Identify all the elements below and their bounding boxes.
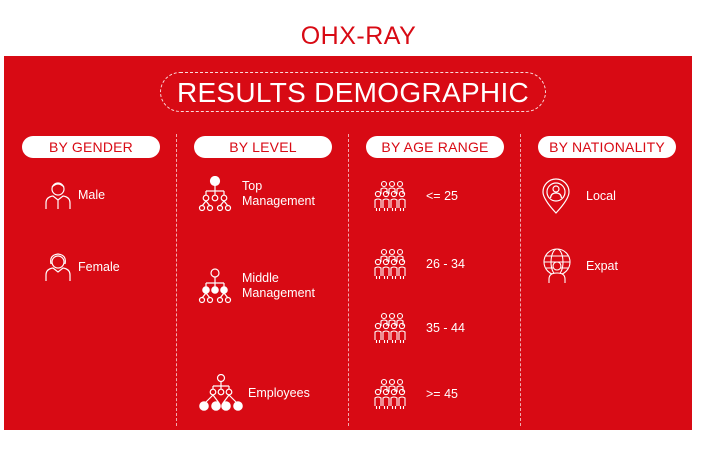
level-label-line2: Management — [242, 286, 315, 300]
people-group-icon — [372, 248, 412, 280]
age-label-over-45: >= 45 — [426, 386, 458, 401]
level-label-line1: Top — [242, 179, 263, 193]
level-item-middle-management: Middle Management — [198, 268, 315, 304]
demographics-panel: RESULTS DEMOGRAPHIC BY GENDER Male Femal… — [4, 56, 692, 430]
org-chart-top-icon — [198, 176, 232, 212]
age-item-over-45: >= 45 — [372, 378, 458, 410]
column-divider — [176, 134, 177, 426]
level-item-employees: Employees — [198, 374, 310, 412]
brand-logo-text: OHX-RAY — [300, 22, 417, 50]
age-item-35-44: 35 - 44 — [372, 312, 465, 344]
female-person-icon — [44, 252, 72, 282]
level-label-line2: Management — [242, 194, 315, 208]
header-by-gender: BY GENDER — [22, 136, 160, 158]
header-by-age-range: BY AGE RANGE — [366, 136, 504, 158]
age-label-35-44: 35 - 44 — [426, 320, 465, 335]
column-divider — [520, 134, 521, 426]
org-chart-bottom-icon — [198, 374, 244, 412]
results-title: RESULTS DEMOGRAPHIC — [160, 72, 546, 112]
nationality-item-local: Local — [540, 178, 616, 214]
people-group-icon — [372, 180, 412, 212]
location-person-icon — [540, 178, 572, 214]
gender-label-female: Female — [78, 259, 120, 274]
level-label-line1: Middle — [242, 271, 279, 285]
header-by-level: BY LEVEL — [194, 136, 332, 158]
globe-person-icon — [540, 248, 574, 284]
level-item-top-management: Top Management — [198, 176, 315, 212]
gender-item-female: Female — [44, 252, 120, 282]
header-by-nationality: BY NATIONALITY — [538, 136, 676, 158]
people-group-icon — [372, 378, 412, 410]
people-group-icon — [372, 312, 412, 344]
org-chart-middle-icon — [198, 268, 232, 304]
level-label-employees: Employees — [248, 385, 310, 400]
gender-item-male: Male — [44, 180, 105, 210]
nationality-label-local: Local — [586, 188, 616, 203]
level-label-middle-management: Middle Management — [242, 271, 315, 301]
age-item-under-25: <= 25 — [372, 180, 458, 212]
nationality-label-expat: Expat — [586, 258, 618, 273]
level-label-top-management: Top Management — [242, 179, 315, 209]
gender-label-male: Male — [78, 187, 106, 202]
age-item-26-34: 26 - 34 — [372, 248, 465, 280]
male-person-icon — [44, 180, 72, 210]
age-label-26-34: 26 - 34 — [426, 256, 465, 271]
nationality-item-expat: Expat — [540, 248, 618, 284]
column-divider — [348, 134, 349, 426]
age-label-under-25: <= 25 — [426, 188, 458, 203]
